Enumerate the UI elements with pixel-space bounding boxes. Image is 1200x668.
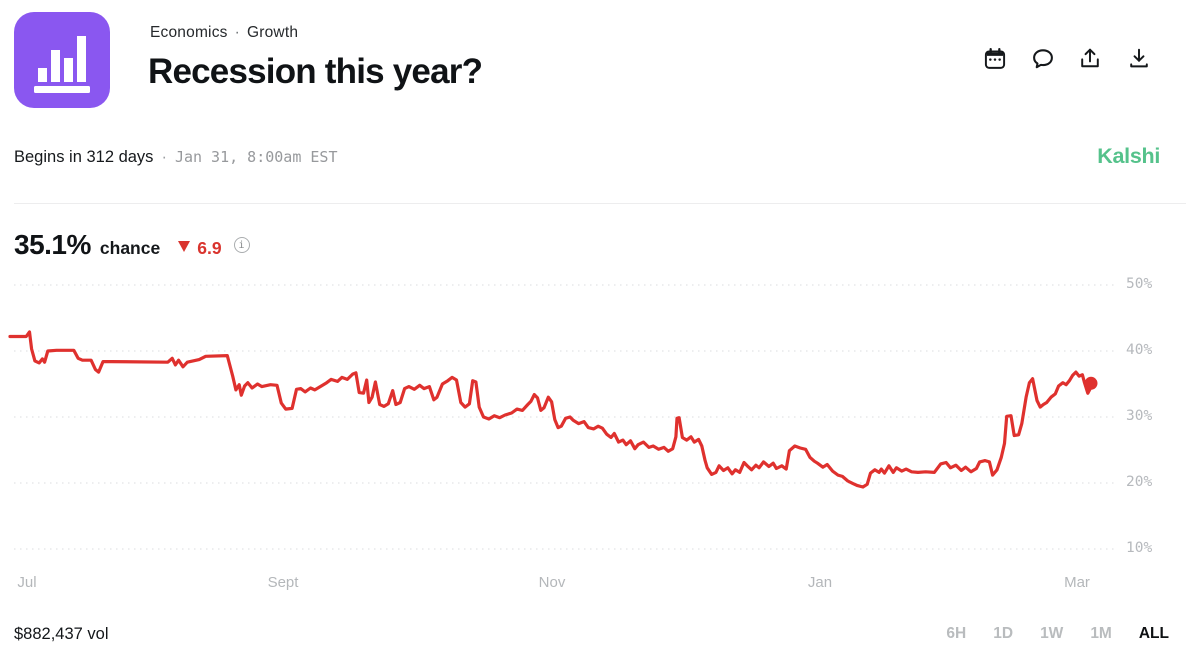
x-axis-label: Jan	[807, 574, 833, 591]
range-1d[interactable]: 1D	[993, 625, 1014, 642]
market-logo	[14, 12, 110, 108]
chance-label: chance	[99, 238, 161, 258]
y-axis-label: 10%	[1126, 540, 1153, 556]
breadcrumb-category[interactable]: Economics	[150, 24, 228, 41]
range-6h[interactable]: 6H	[946, 625, 967, 642]
volume-text: $882,437 vol	[14, 625, 109, 643]
kalshi-logo[interactable]: Kalshi	[1097, 144, 1160, 168]
market-meta: Begins in 312 days · Jan 31, 8:00am EST	[14, 148, 338, 167]
x-axis-label: Nov	[538, 574, 566, 591]
page-title: Recession this year?	[148, 52, 483, 91]
range-selector: 6H 1D 1W 1M ALL	[946, 625, 1169, 643]
share-icon[interactable]	[1077, 46, 1103, 72]
begins-text: Begins in 312 days	[14, 148, 154, 166]
x-axis-label: Sept	[267, 574, 299, 591]
range-1m[interactable]: 1M	[1090, 625, 1112, 642]
x-axis-label: Jul	[17, 574, 37, 591]
breadcrumb-separator: ·	[234, 24, 240, 41]
down-triangle-icon	[178, 240, 191, 252]
start-datetime: Jan 31, 8:00am EST	[174, 148, 338, 166]
stats-row: 35.1% chance 6.9 i	[14, 229, 250, 261]
range-all[interactable]: ALL	[1138, 625, 1169, 642]
x-axis-label: Mar	[1064, 574, 1090, 591]
y-axis-label: 30%	[1126, 408, 1153, 424]
bar-chart-icon	[34, 36, 90, 93]
y-axis-label: 20%	[1126, 474, 1153, 490]
meta-separator: ·	[161, 148, 167, 166]
range-1w[interactable]: 1W	[1040, 625, 1064, 642]
comment-icon[interactable]	[1030, 46, 1056, 72]
chance-value: 35.1%	[14, 229, 91, 260]
download-icon[interactable]	[1126, 46, 1152, 72]
breadcrumb-subcategory[interactable]: Growth	[246, 24, 299, 41]
breadcrumb: Economics · Growth	[150, 24, 298, 42]
change-value: 6.9	[197, 238, 222, 258]
calendar-icon[interactable]	[982, 46, 1008, 72]
header-divider	[14, 203, 1186, 204]
y-axis-label: 50%	[1126, 276, 1153, 292]
y-axis-label: 40%	[1126, 342, 1153, 358]
info-icon[interactable]: i	[233, 237, 250, 253]
